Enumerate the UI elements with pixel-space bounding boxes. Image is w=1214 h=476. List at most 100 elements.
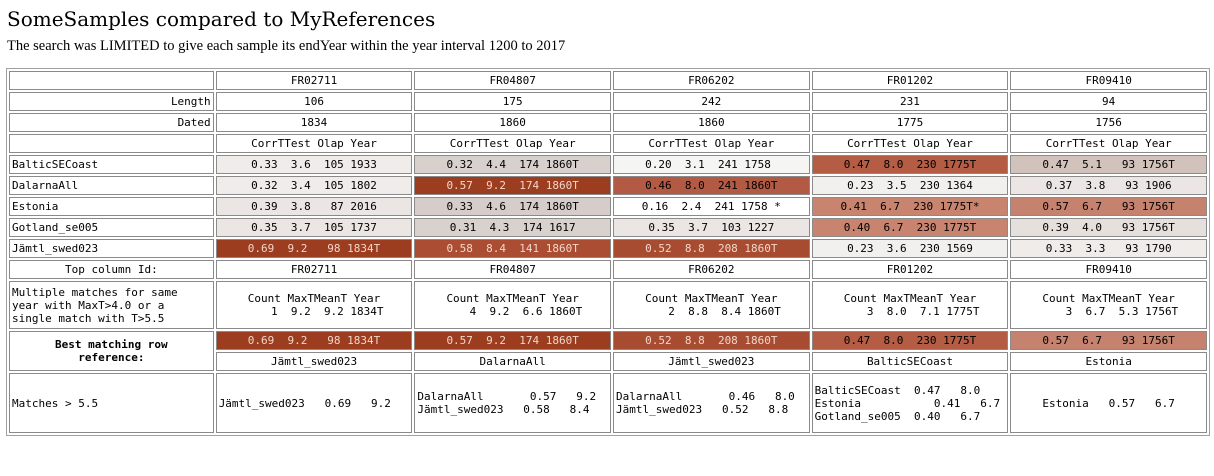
matches-cell: Estonia 0.57 6.7 xyxy=(1010,373,1207,433)
top-column-id-cell: FR06202 xyxy=(613,260,810,279)
matches-row: Matches > 5.5 Jämtl_swed023 0.69 9.2 Dal… xyxy=(9,373,1207,433)
top-column-id-row: Top column Id: FR02711 FR04807 FR06202 F… xyxy=(9,260,1207,279)
dated-cell: 1860 xyxy=(613,113,810,132)
corr-cell: 0.35 3.7 105 1737 xyxy=(215,218,413,237)
corr-cell: 0.41 6.7 230 1775T* xyxy=(811,197,1009,216)
corr-cell: 0.32 4.4 174 1860T xyxy=(414,155,611,174)
corr-cell: 0.57 6.7 93 1756T xyxy=(1010,197,1207,216)
multiple-matches-cell: Count MaxTMeanT Year 4 9.2 6.6 1860T xyxy=(414,281,611,329)
corr-cell: 0.31 4.3 174 1617 xyxy=(414,218,611,237)
best-match-row: Best matching row reference: 0.69 9.2 98… xyxy=(9,331,1207,371)
top-column-id-cell: FR01202 xyxy=(811,260,1009,279)
dated-cell: 1775 xyxy=(811,113,1009,132)
corr-cell: 0.69 9.2 98 1834T xyxy=(215,239,413,258)
length-label: Length xyxy=(9,92,214,111)
length-cell: 106 xyxy=(215,92,413,111)
length-cell: 242 xyxy=(613,92,810,111)
corr-cell: 0.47 8.0 230 1775T xyxy=(811,155,1009,174)
corr-cell: 0.46 8.0 241 1860T xyxy=(613,176,810,195)
corr-cell: 0.23 3.5 230 1364 xyxy=(811,176,1009,195)
best-reference-cell: DalarnaAll xyxy=(414,352,611,371)
best-reference-cell: Jämtl_swed023 xyxy=(613,352,810,371)
reference-name: DalarnaAll xyxy=(9,176,214,195)
column-header-cell: CorrTTest Olap Year xyxy=(811,134,1009,153)
top-column-id-cell: FR09410 xyxy=(1010,260,1207,279)
corr-cell: 0.16 2.4 241 1758 * xyxy=(613,197,810,216)
sample-id-cell: FR01202 xyxy=(811,71,1009,90)
multiple-matches-cell: Count MaxTMeanT Year 3 6.7 5.3 1756T xyxy=(1010,281,1207,329)
column-header-cell: CorrTTest Olap Year xyxy=(414,134,611,153)
reference-row: BalticSECoast 0.33 3.6 105 1933 0.32 4.4… xyxy=(9,155,1207,174)
top-column-id-label: Top column Id: xyxy=(9,260,214,279)
reference-row: DalarnaAll 0.32 3.4 105 1802 0.57 9.2 17… xyxy=(9,176,1207,195)
best-match-cell: 0.69 9.2 98 1834T xyxy=(215,331,413,350)
reference-name: BalticSECoast xyxy=(9,155,214,174)
matches-label: Matches > 5.5 xyxy=(9,373,214,433)
sample-id-cell: FR09410 xyxy=(1010,71,1207,90)
multiple-matches-cell: Count MaxTMeanT Year 2 8.8 8.4 1860T xyxy=(613,281,810,329)
length-row: Length 106 175 242 231 94 xyxy=(9,92,1207,111)
multiple-matches-cell: Count MaxTMeanT Year 3 8.0 7.1 1775T xyxy=(811,281,1009,329)
matches-cell: BalticSECoast 0.47 8.0 Estonia 0.41 6.7 … xyxy=(811,373,1009,433)
best-match-cell: 0.52 8.8 208 1860T xyxy=(613,331,810,350)
corr-cell: 0.33 3.3 93 1790 xyxy=(1010,239,1207,258)
corr-cell: 0.23 3.6 230 1569 xyxy=(811,239,1009,258)
corr-cell: 0.58 8.4 141 1860T xyxy=(414,239,611,258)
dated-row: Dated 1834 1860 1860 1775 1756 xyxy=(9,113,1207,132)
column-header-cell: CorrTTest Olap Year xyxy=(215,134,413,153)
empty-label-cell xyxy=(9,134,214,153)
dated-cell: 1834 xyxy=(215,113,413,132)
best-match-cell: 0.57 9.2 174 1860T xyxy=(414,331,611,350)
sample-id-cell: FR06202 xyxy=(613,71,810,90)
reference-name: Estonia xyxy=(9,197,214,216)
corr-cell: 0.39 3.8 87 2016 xyxy=(215,197,413,216)
top-column-id-cell: FR02711 xyxy=(215,260,413,279)
dated-cell: 1860 xyxy=(414,113,611,132)
matches-cell: Jämtl_swed023 0.69 9.2 xyxy=(215,373,413,433)
multiple-matches-row: Multiple matches for same year with MaxT… xyxy=(9,281,1207,329)
reference-row: Jämtl_swed023 0.69 9.2 98 1834T 0.58 8.4… xyxy=(9,239,1207,258)
reference-row: Estonia 0.39 3.8 87 2016 0.33 4.6 174 18… xyxy=(9,197,1207,216)
reference-row: Gotland_se005 0.35 3.7 105 1737 0.31 4.3… xyxy=(9,218,1207,237)
page-subtitle: The search was LIMITED to give each samp… xyxy=(7,38,566,54)
corr-cell: 0.37 3.8 93 1906 xyxy=(1010,176,1207,195)
multiple-matches-label: Multiple matches for same year with MaxT… xyxy=(9,281,214,329)
matches-cell: DalarnaAll 0.57 9.2 Jämtl_swed023 0.58 8… xyxy=(414,373,611,433)
multiple-matches-cell: Count MaxTMeanT Year 1 9.2 9.2 1834T xyxy=(215,281,413,329)
best-reference-cell: Estonia xyxy=(1010,352,1207,371)
best-match-cell: 0.47 8.0 230 1775T xyxy=(811,331,1009,350)
corr-cell: 0.57 9.2 174 1860T xyxy=(414,176,611,195)
column-header-cell: CorrTTest Olap Year xyxy=(613,134,810,153)
sample-header-row: FR02711 FR04807 FR06202 FR01202 FR09410 xyxy=(9,71,1207,90)
length-cell: 94 xyxy=(1010,92,1207,111)
corr-cell: 0.40 6.7 230 1775T xyxy=(811,218,1009,237)
dated-cell: 1756 xyxy=(1010,113,1207,132)
top-column-id-cell: FR04807 xyxy=(414,260,611,279)
corr-cell: 0.47 5.1 93 1756T xyxy=(1010,155,1207,174)
page-title: SomeSamples compared to MyReferences xyxy=(7,7,436,31)
best-reference-row: Jämtl_swed023 DalarnaAll Jämtl_swed023 B… xyxy=(9,352,1207,371)
corr-cell: 0.52 8.8 208 1860T xyxy=(613,239,810,258)
sample-id-cell: FR04807 xyxy=(414,71,611,90)
best-reference-cell: Jämtl_swed023 xyxy=(215,352,413,371)
corr-cell: 0.20 3.1 241 1758 xyxy=(613,155,810,174)
matches-cell: DalarnaAll 0.46 8.0 Jämtl_swed023 0.52 8… xyxy=(613,373,810,433)
corr-cell: 0.33 3.6 105 1933 xyxy=(215,155,413,174)
empty-corner-cell xyxy=(9,71,214,90)
sample-id-cell: FR02711 xyxy=(215,71,413,90)
best-match-label: Best matching row reference: xyxy=(9,331,214,371)
length-cell: 175 xyxy=(414,92,611,111)
length-cell: 231 xyxy=(811,92,1009,111)
corr-cell: 0.35 3.7 103 1227 xyxy=(613,218,810,237)
corr-cell: 0.32 3.4 105 1802 xyxy=(215,176,413,195)
best-match-cell: 0.57 6.7 93 1756T xyxy=(1010,331,1207,350)
reference-name: Gotland_se005 xyxy=(9,218,214,237)
column-header-row: CorrTTest Olap Year CorrTTest Olap Year … xyxy=(9,134,1207,153)
corr-cell: 0.39 4.0 93 1756T xyxy=(1010,218,1207,237)
best-reference-cell: BalticSECoast xyxy=(811,352,1009,371)
column-header-cell: CorrTTest Olap Year xyxy=(1010,134,1207,153)
dated-label: Dated xyxy=(9,113,214,132)
corr-cell: 0.33 4.6 174 1860T xyxy=(414,197,611,216)
reference-name: Jämtl_swed023 xyxy=(9,239,214,258)
comparison-table: FR02711 FR04807 FR06202 FR01202 FR09410 … xyxy=(6,68,1210,436)
